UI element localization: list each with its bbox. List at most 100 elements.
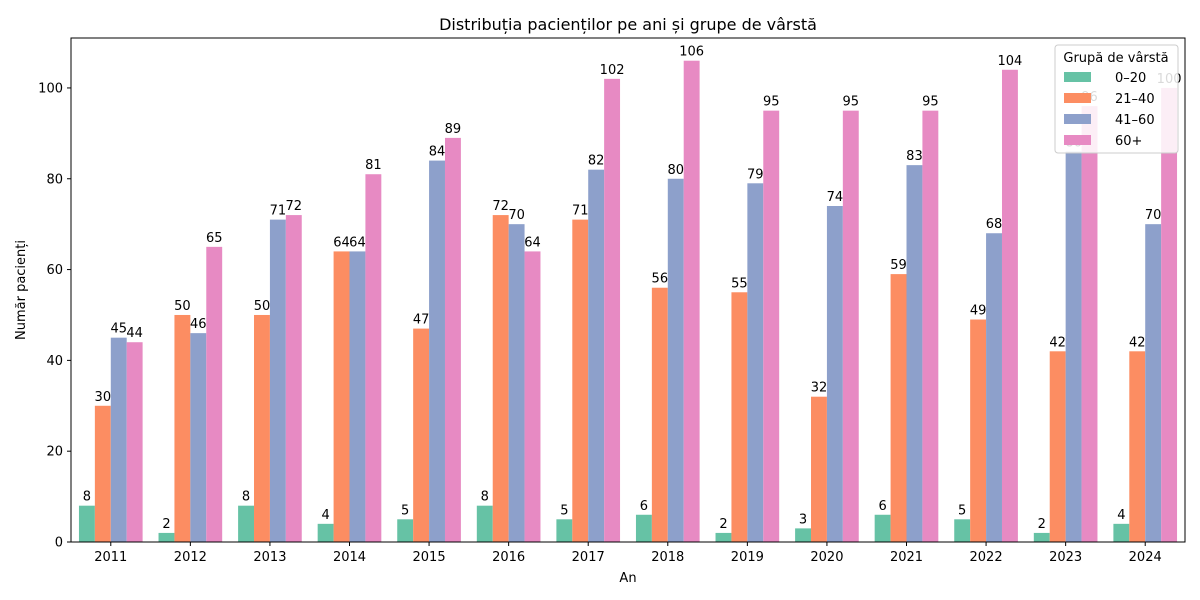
- data-label-2017-s0: 5: [560, 503, 568, 518]
- data-label-2021-s3: 95: [922, 95, 939, 110]
- x-axis: 2011 2012 2013 2014 2015 2016 2017 2018 2019 2020…: [94, 542, 1162, 565]
- bar-2011-s0: [78, 505, 95, 542]
- bar-2014-s0: [317, 523, 334, 542]
- data-label-2011-s3: 44: [126, 326, 143, 341]
- data-label-2022-s0: 5: [958, 503, 966, 518]
- legend-swatch-s2: [1064, 114, 1091, 124]
- bar-2012-s0: [158, 532, 175, 542]
- data-label-2023-s1: 42: [1049, 335, 1066, 350]
- bar-2022-s1: [970, 319, 987, 542]
- bar-2011-s3: [126, 342, 143, 542]
- plot-frame: [70, 37, 1186, 543]
- bar-2016-s3: [524, 251, 541, 542]
- x-tick-label-2024: 2024: [1129, 550, 1162, 565]
- bar-2024-s2: [1145, 224, 1162, 542]
- data-label-2022-s3: 104: [998, 54, 1023, 69]
- bar-2018-s3: [683, 60, 700, 542]
- bar-2011-s2: [110, 337, 127, 542]
- data-label-2011-s0: 8: [83, 490, 91, 505]
- data-label-2023-s0: 2: [1038, 517, 1046, 532]
- bar-2017-s2: [588, 169, 605, 542]
- data-label-2015-s3: 89: [445, 122, 462, 137]
- data-label-2017-s3: 102: [600, 63, 625, 78]
- data-label-2012-s1: 50: [174, 299, 191, 314]
- data-label-2017-s1: 71: [572, 204, 589, 219]
- bar-2012-s3: [206, 246, 223, 543]
- data-label-2019-s1: 55: [731, 276, 748, 291]
- bar-2019-s2: [747, 183, 764, 543]
- data-label-2020-s2: 74: [827, 190, 844, 205]
- bar-2019-s0: [715, 532, 732, 542]
- bar-2015-s1: [413, 328, 430, 542]
- x-tick-label-2021: 2021: [890, 550, 923, 565]
- bar-2021-s2: [906, 165, 923, 542]
- legend-label-s1: 21–40: [1115, 92, 1155, 107]
- data-label-2014-s2: 64: [349, 235, 366, 250]
- data-label-2018-s3: 106: [679, 45, 704, 60]
- bar-2021-s0: [874, 514, 891, 542]
- data-label-2024-s1: 42: [1129, 335, 1146, 350]
- data-label-2019-s2: 79: [747, 167, 764, 182]
- data-label-2024-s2: 70: [1145, 208, 1162, 223]
- bar-2021-s1: [890, 274, 907, 542]
- data-label-2018-s0: 6: [640, 499, 648, 514]
- bar-2023-s1: [1049, 351, 1066, 542]
- x-axis-title: An: [619, 571, 636, 586]
- bar-2024-s1: [1129, 351, 1146, 542]
- bar-2013-s3: [285, 215, 302, 542]
- bar-2024-s0: [1113, 523, 1130, 542]
- data-label-2013-s1: 50: [254, 299, 271, 314]
- x-tick-label-2013: 2013: [253, 550, 286, 565]
- legend-label-s0: 0–20: [1115, 71, 1146, 86]
- y-tick-label-60: 60: [46, 263, 63, 278]
- data-label-2018-s1: 56: [652, 272, 669, 287]
- data-label-2021-s2: 83: [906, 149, 923, 164]
- bar-2013-s0: [238, 505, 255, 542]
- data-label-2016-s3: 64: [524, 235, 541, 250]
- bar-2023-s0: [1033, 532, 1050, 542]
- x-tick-label-2014: 2014: [333, 550, 366, 565]
- y-tick-label-80: 80: [46, 172, 63, 187]
- bar-2018-s2: [667, 178, 684, 542]
- bars-layer: [78, 60, 1178, 543]
- bar-2013-s2: [269, 219, 286, 542]
- x-tick-label-2018: 2018: [651, 550, 684, 565]
- bar-2016-s0: [476, 505, 493, 542]
- data-label-2020-s0: 3: [799, 512, 807, 527]
- bar-2016-s2: [508, 224, 525, 542]
- legend-swatch-s3: [1064, 135, 1091, 145]
- data-label-2022-s2: 68: [986, 217, 1003, 232]
- data-label-2022-s1: 49: [970, 304, 987, 319]
- bar-2018-s1: [651, 287, 668, 542]
- data-label-2020-s1: 32: [811, 381, 828, 396]
- x-tick-label-2022: 2022: [970, 550, 1003, 565]
- bar-2014-s3: [365, 174, 382, 542]
- y-tick-label-20: 20: [46, 445, 63, 460]
- x-tick-label-2015: 2015: [413, 550, 446, 565]
- x-tick-label-2016: 2016: [492, 550, 525, 565]
- x-tick-label-2020: 2020: [810, 550, 843, 565]
- data-label-2015-s0: 5: [401, 503, 409, 518]
- legend-swatch-s0: [1064, 72, 1091, 82]
- y-axis: 0 20 40 60 80 100: [38, 81, 71, 551]
- bar-2015-s3: [444, 137, 461, 542]
- data-label-2014-s1: 64: [333, 235, 350, 250]
- data-label-2019-s3: 95: [763, 95, 780, 110]
- data-label-2016-s2: 70: [508, 208, 525, 223]
- bar-2014-s2: [349, 251, 366, 542]
- bar-2018-s0: [635, 514, 652, 542]
- x-tick-label-2012: 2012: [174, 550, 207, 565]
- y-axis-title: Număr pacienți: [14, 240, 29, 340]
- data-label-2020-s3: 95: [843, 95, 860, 110]
- data-label-2011-s1: 30: [95, 390, 112, 405]
- legend-label-s3: 60+: [1115, 134, 1142, 149]
- data-label-2019-s0: 2: [719, 517, 727, 532]
- data-label-2012-s3: 65: [206, 231, 223, 246]
- data-label-2016-s0: 8: [481, 490, 489, 505]
- x-tick-label-2011: 2011: [94, 550, 127, 565]
- data-label-2015-s2: 84: [429, 145, 446, 160]
- y-tick-label-0: 0: [55, 536, 63, 551]
- chart-title: Distribuția pacienților pe ani și grupe …: [439, 15, 817, 34]
- x-tick-label-2023: 2023: [1049, 550, 1082, 565]
